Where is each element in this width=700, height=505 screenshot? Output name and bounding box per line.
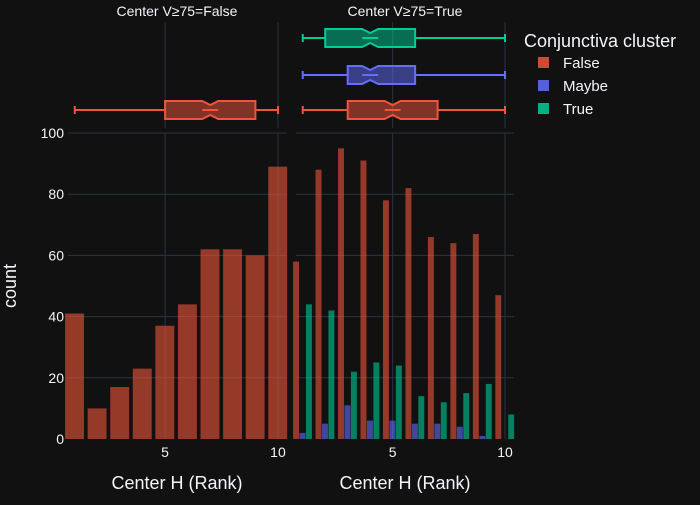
bar-true bbox=[508, 414, 515, 439]
bar-true bbox=[463, 393, 470, 439]
bar-false bbox=[495, 295, 502, 439]
bar-maybe bbox=[344, 405, 351, 439]
bar-true bbox=[395, 365, 402, 439]
box-plot-maybe bbox=[301, 65, 507, 85]
bar-false bbox=[427, 237, 434, 439]
bar-maybe bbox=[479, 435, 486, 439]
box-body bbox=[346, 65, 417, 85]
box-plot-false bbox=[73, 100, 279, 120]
legend-label-maybe: Maybe bbox=[563, 78, 608, 95]
x-tick-label: 10 bbox=[497, 444, 513, 460]
bar-maybe bbox=[321, 423, 328, 439]
bar-false bbox=[472, 233, 479, 439]
x-tick-label: 5 bbox=[161, 444, 169, 460]
bar-true bbox=[328, 310, 335, 439]
bar-false bbox=[293, 261, 300, 439]
bar-maybe bbox=[389, 420, 396, 439]
y-axis-title: count bbox=[0, 264, 20, 308]
legend-item-maybe[interactable]: Maybe bbox=[538, 78, 608, 95]
legend-swatch-maybe bbox=[538, 80, 549, 91]
legend-swatch-true bbox=[538, 103, 549, 114]
bar-false bbox=[382, 200, 389, 439]
bar-false bbox=[155, 325, 175, 439]
bar-false bbox=[338, 148, 344, 440]
plot-layer: 0 20 40 60 80 100 5 10 5 10 bbox=[41, 22, 515, 460]
facet-title-right: Center V≥75=True bbox=[348, 3, 463, 19]
bar-false bbox=[200, 249, 220, 439]
bar-false bbox=[110, 386, 130, 439]
y-tick-label: 40 bbox=[48, 309, 64, 325]
bar-true bbox=[418, 396, 425, 439]
bar-false bbox=[245, 255, 265, 439]
bar-false bbox=[450, 243, 457, 439]
bar-false bbox=[405, 188, 412, 439]
y-tick-label: 20 bbox=[48, 370, 64, 386]
box-plot-true bbox=[301, 28, 507, 48]
bar-false bbox=[65, 313, 84, 439]
y-tick-label: 60 bbox=[48, 247, 64, 263]
legend-label-false: False bbox=[563, 55, 600, 72]
bar-false bbox=[268, 166, 288, 439]
y-tick-label: 80 bbox=[48, 186, 64, 202]
legend-label-true: True bbox=[563, 101, 593, 118]
bar-false bbox=[132, 368, 152, 439]
bar-false bbox=[87, 408, 107, 439]
bar-false bbox=[360, 160, 367, 440]
legend-title: Conjunctiva cluster bbox=[524, 31, 676, 51]
legend-item-false[interactable]: False bbox=[538, 55, 600, 72]
bar-false bbox=[223, 249, 243, 439]
y-tick-label: 0 bbox=[56, 431, 64, 447]
x-axis-title-right: Center H (Rank) bbox=[339, 473, 470, 493]
bar-maybe bbox=[456, 426, 463, 439]
y-tick-label: 100 bbox=[41, 125, 65, 141]
bar-true bbox=[485, 383, 492, 439]
bar-true bbox=[440, 402, 447, 439]
legend-swatch-false bbox=[538, 57, 549, 68]
bar-maybe bbox=[366, 420, 373, 439]
bar-true bbox=[305, 304, 312, 439]
x-axis-title-left: Center H (Rank) bbox=[111, 473, 242, 493]
bar-true bbox=[350, 371, 357, 439]
bar-maybe bbox=[434, 423, 441, 439]
legend-item-true[interactable]: True bbox=[538, 101, 593, 118]
x-tick-label: 10 bbox=[270, 444, 286, 460]
bar-true bbox=[373, 362, 380, 439]
facet-title-left: Center V≥75=False bbox=[117, 3, 238, 19]
bar-false bbox=[177, 304, 197, 439]
bar-maybe bbox=[299, 432, 306, 439]
box-plot-false bbox=[301, 100, 507, 120]
legend: Conjunctiva cluster False Maybe True bbox=[524, 31, 676, 118]
bar-maybe bbox=[411, 423, 418, 439]
x-tick-label: 5 bbox=[389, 444, 397, 460]
bar-false bbox=[315, 169, 322, 439]
